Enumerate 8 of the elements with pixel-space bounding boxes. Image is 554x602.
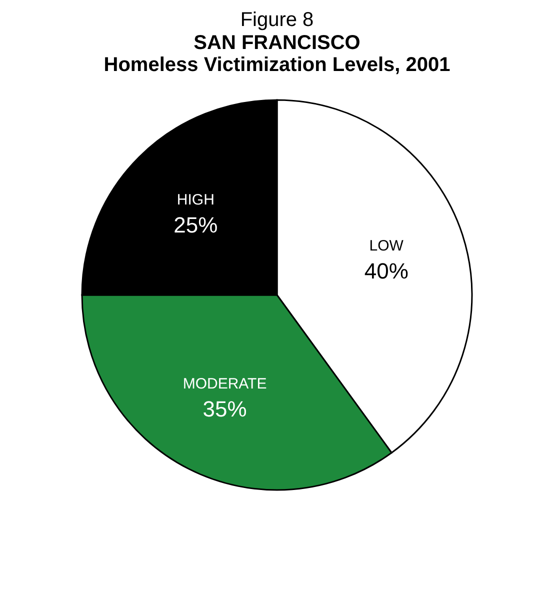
data-label: 25% xyxy=(174,212,218,238)
chart-title: Figure 8 xyxy=(240,9,314,31)
chart-subtitle: SAN FRANCISCO Homeless Victimization Levels, 2001 xyxy=(104,32,450,76)
slice-label: HIGH xyxy=(176,192,214,209)
data-label: 40% xyxy=(364,258,408,284)
slice-label: MODERATE xyxy=(182,375,267,392)
data-label: 35% xyxy=(202,396,247,422)
slice-label: LOW xyxy=(369,237,404,254)
